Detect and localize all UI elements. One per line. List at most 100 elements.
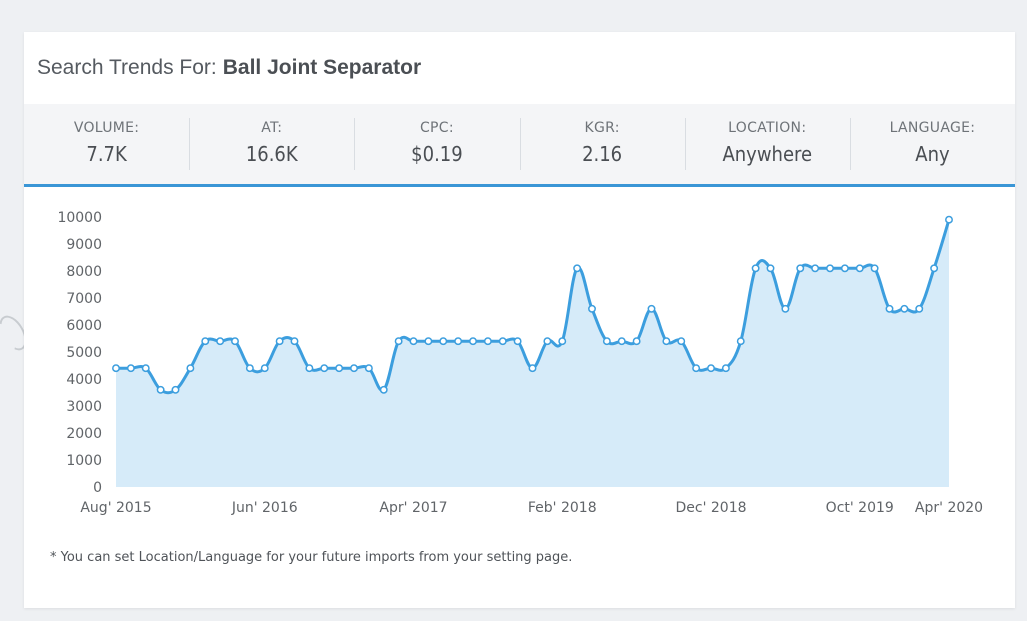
- data-point[interactable]: [930, 264, 939, 273]
- stat-label: KGR:: [584, 120, 620, 136]
- y-tick-label: 5000: [66, 345, 102, 361]
- data-point[interactable]: [186, 364, 195, 373]
- stat-label: LOCATION:: [728, 120, 807, 136]
- stat-kgr: KGR: 2.16: [519, 104, 685, 184]
- stat-value: 16.6K: [245, 142, 298, 166]
- stat-at: AT: 16.6K: [189, 104, 354, 184]
- data-point[interactable]: [736, 337, 745, 346]
- data-point[interactable]: [141, 364, 150, 373]
- stat-value: 2.16: [582, 142, 623, 166]
- data-point[interactable]: [766, 264, 775, 273]
- data-point[interactable]: [498, 337, 507, 346]
- data-point[interactable]: [394, 337, 403, 346]
- x-tick-label: Aug' 2015: [80, 500, 151, 516]
- stat-label: VOLUME:: [73, 120, 140, 136]
- x-tick-label: Oct' 2019: [826, 500, 894, 516]
- y-tick-label: 3000: [66, 399, 102, 415]
- x-tick-label: Apr' 2020: [915, 500, 983, 516]
- y-tick-label: 4000: [66, 372, 102, 388]
- x-tick-label: Apr' 2017: [379, 500, 447, 516]
- data-point[interactable]: [350, 364, 358, 373]
- data-point[interactable]: [602, 337, 611, 346]
- data-point[interactable]: [543, 337, 552, 346]
- data-point[interactable]: [647, 304, 656, 313]
- y-tick-label: 0: [93, 480, 102, 496]
- data-point[interactable]: [156, 385, 165, 394]
- x-tick-label: Feb' 2018: [528, 500, 597, 516]
- data-point[interactable]: [692, 364, 701, 373]
- data-point[interactable]: [707, 364, 715, 373]
- data-point[interactable]: [528, 364, 537, 373]
- data-point[interactable]: [126, 364, 135, 373]
- data-point[interactable]: [870, 264, 879, 273]
- data-point[interactable]: [781, 304, 790, 313]
- data-point[interactable]: [677, 337, 686, 346]
- data-point[interactable]: [945, 215, 953, 224]
- data-point[interactable]: [112, 364, 120, 373]
- data-point[interactable]: [558, 337, 567, 346]
- data-point[interactable]: [469, 337, 477, 346]
- y-tick-label: 8000: [66, 264, 102, 280]
- data-point[interactable]: [379, 385, 388, 394]
- data-point[interactable]: [513, 337, 522, 346]
- data-point[interactable]: [305, 364, 314, 373]
- data-point[interactable]: [915, 304, 924, 313]
- data-point[interactable]: [216, 337, 225, 346]
- trend-chart: 10000 9000 8000 7000 6000 5000 4000 3000 2000 100…: [24, 187, 1015, 547]
- data-point[interactable]: [662, 337, 671, 346]
- data-point[interactable]: [290, 337, 299, 346]
- y-tick-label: 6000: [66, 318, 102, 334]
- data-point[interactable]: [826, 264, 834, 273]
- data-point[interactable]: [245, 364, 254, 373]
- trend-area: [116, 219, 949, 487]
- x-tick-label: Jun' 2016: [231, 500, 298, 516]
- data-point[interactable]: [855, 264, 864, 273]
- data-point[interactable]: [885, 304, 894, 313]
- data-point[interactable]: [483, 337, 492, 346]
- trend-chart-svg: 1000090008000700060005000400030002000100…: [57, 210, 983, 516]
- data-point[interactable]: [409, 337, 418, 346]
- data-point[interactable]: [231, 337, 239, 346]
- stat-language: LANGUAGE: Any: [849, 104, 1015, 184]
- stat-volume: VOLUME: 7.7K: [24, 104, 189, 184]
- data-point[interactable]: [320, 364, 329, 373]
- stats-bar: VOLUME: 7.7K AT: 16.6K CPC: $0.19 KGR: 2…: [24, 104, 1015, 187]
- stat-cpc: CPC: $0.19: [354, 104, 519, 184]
- header-prefix: Search Trends For:: [37, 56, 217, 79]
- data-point[interactable]: [439, 337, 448, 346]
- y-tick-label: 1000: [66, 453, 102, 469]
- data-point[interactable]: [632, 337, 641, 346]
- y-tick-label: 10000: [57, 210, 102, 226]
- data-point[interactable]: [588, 304, 596, 313]
- data-point[interactable]: [364, 364, 373, 373]
- footnote: * You can set Location/Language for your…: [50, 550, 573, 565]
- card-header: Search Trends For: Ball Joint Separator: [24, 32, 1015, 104]
- data-point[interactable]: [751, 264, 760, 273]
- stat-value: 7.7K: [86, 142, 127, 166]
- data-point[interactable]: [424, 337, 433, 346]
- y-tick-label: 7000: [66, 291, 102, 307]
- stat-value: $0.19: [411, 142, 463, 166]
- data-point[interactable]: [573, 264, 582, 273]
- data-point[interactable]: [840, 264, 849, 273]
- header-keyword: Ball Joint Separator: [222, 56, 422, 79]
- stat-value: Any: [915, 142, 950, 166]
- data-point[interactable]: [454, 337, 463, 346]
- data-point[interactable]: [796, 264, 805, 273]
- data-point[interactable]: [275, 337, 284, 346]
- stat-label: CPC:: [419, 120, 454, 136]
- data-point[interactable]: [721, 364, 730, 373]
- data-point[interactable]: [617, 337, 626, 346]
- x-tick-label: Dec' 2018: [675, 500, 746, 516]
- search-trends-card: Search Trends For: Ball Joint Separator …: [24, 32, 1015, 608]
- stat-location: LOCATION: Anywhere: [684, 104, 850, 184]
- data-point[interactable]: [260, 364, 269, 373]
- stat-label: LANGUAGE:: [889, 120, 976, 136]
- data-point[interactable]: [335, 364, 344, 373]
- data-point[interactable]: [811, 264, 820, 273]
- data-point[interactable]: [900, 304, 909, 313]
- data-point[interactable]: [201, 337, 210, 346]
- data-point[interactable]: [171, 385, 180, 394]
- stat-label: AT:: [261, 120, 283, 136]
- y-tick-label: 9000: [66, 237, 102, 253]
